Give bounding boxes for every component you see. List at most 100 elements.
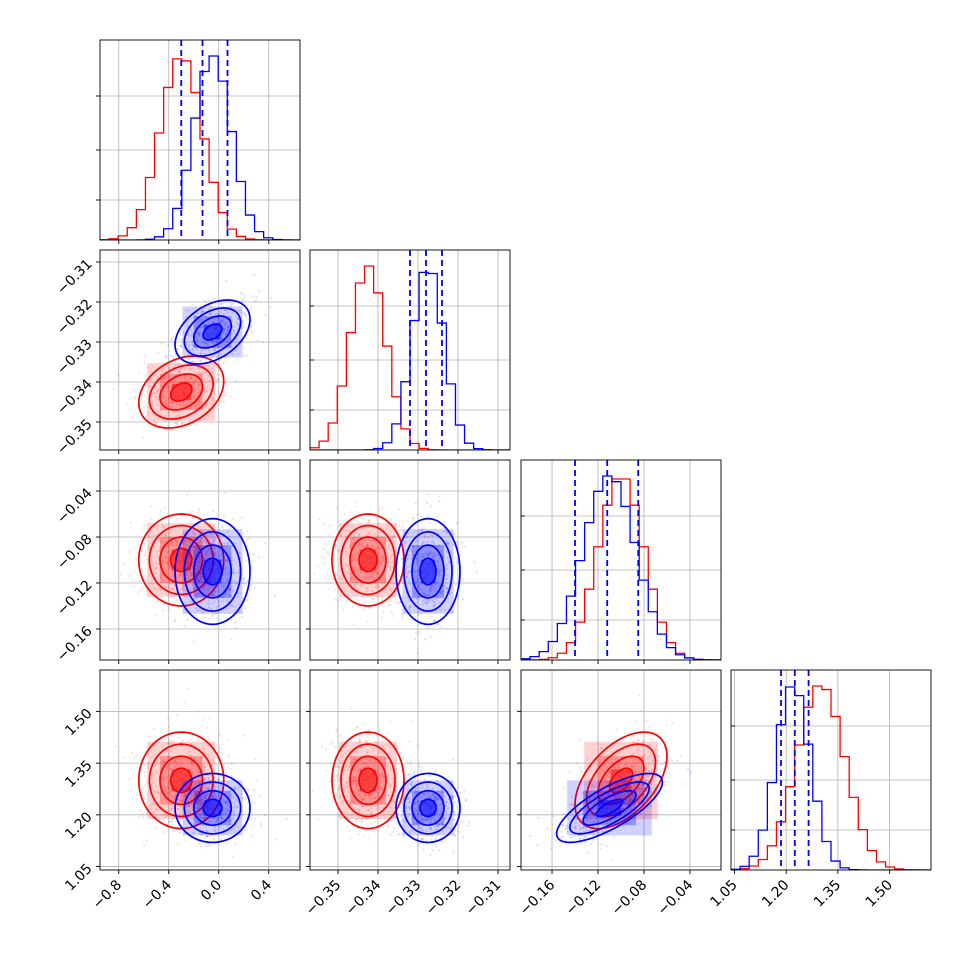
scatter-point [363,723,366,726]
scatter-point [359,545,362,548]
scatter-point [445,551,448,554]
scatter-point [341,778,344,781]
scatter-point [192,584,195,587]
scatter-point [224,309,227,312]
scatter-point [376,534,379,537]
scatter-point [347,769,350,772]
scatter-point [437,623,440,626]
scatter-point [377,796,380,799]
scatter-point [178,415,181,418]
scatter-point [231,325,235,328]
scatter-point [228,571,231,575]
scatter-point [233,787,236,790]
scatter-point [241,299,245,303]
scatter-point [644,774,647,777]
scatter-point [212,365,215,368]
scatter-point [419,815,422,818]
scatter-point [214,370,217,373]
scatter-point [203,585,207,588]
contour-line [169,767,193,794]
scatter-point [413,807,416,810]
scatter-point [200,311,203,314]
scatter-point [361,544,364,548]
scatter-point [639,786,642,790]
scatter-point [180,801,183,804]
scatter-point [431,557,434,560]
scatter-point [199,360,202,363]
scatter-point [196,357,199,360]
scatter-point [416,822,419,825]
scatter-point [351,820,354,823]
scatter-point [595,784,598,787]
scatter-point [162,776,165,779]
scatter-point [381,788,384,791]
scatter-point [381,740,384,743]
scatter-point [165,770,169,773]
scatter-point [410,549,413,553]
scatter-point [357,533,360,536]
scatter-point [153,391,156,395]
scatter-point [433,794,436,797]
scatter-point [232,572,235,575]
scatter-point [222,330,225,333]
scatter-point [231,312,234,315]
scatter-point [354,820,357,823]
scatter-point [446,567,449,570]
scatter-point [446,557,449,560]
scatter-point [209,305,212,308]
scatter-point [404,805,408,808]
scatter-point [199,352,202,355]
scatter-point [418,556,421,559]
scatter-point [185,573,188,577]
scatter-point [253,817,257,820]
scatter-point [143,355,146,358]
scatter-point [647,778,650,781]
scatter-point [410,551,414,554]
scatter-point [378,786,381,790]
scatter-point [237,340,240,343]
scatter-point [229,594,232,598]
scatter-point [215,785,218,788]
scatter-point [162,760,165,763]
scatter-point [392,750,396,753]
scatter-point [269,306,272,309]
scatter-point [206,534,210,537]
scatter-point [338,550,342,553]
scatter-point [426,818,429,821]
scatter-point [179,760,182,764]
scatter-point [257,556,261,559]
scatter-point [362,762,365,765]
scatter-point [395,767,398,770]
scatter-point [324,748,328,751]
scatter-point [232,801,235,804]
scatter-point [191,334,194,337]
scatter-point [222,514,226,517]
contours-series-1 [395,517,461,626]
scatter-point [424,550,428,553]
scatter-point [144,578,147,582]
scatter-point [181,339,184,342]
scatter-point [159,413,162,416]
scatter-point [215,612,218,615]
scatter-point [623,779,626,782]
scatter-point [205,842,209,846]
scatter-point [217,786,220,789]
scatter-point [366,521,370,524]
scatter-point [223,391,226,394]
scatter-point [363,816,366,819]
scatter-point [338,796,341,799]
scatter-point [188,581,192,584]
scatter-point [224,810,227,813]
scatter-point [417,585,421,588]
scatter-point [165,764,169,767]
scatter-point [345,781,348,784]
scatter-point [442,823,445,826]
scatter-point [175,824,178,828]
scatter-point [242,582,245,585]
scatter-point [355,597,358,601]
scatter-point [144,579,147,582]
scatter-point [370,589,374,592]
scatter-point [628,797,631,800]
scatter-point [422,599,425,602]
scatter-point [198,371,202,375]
